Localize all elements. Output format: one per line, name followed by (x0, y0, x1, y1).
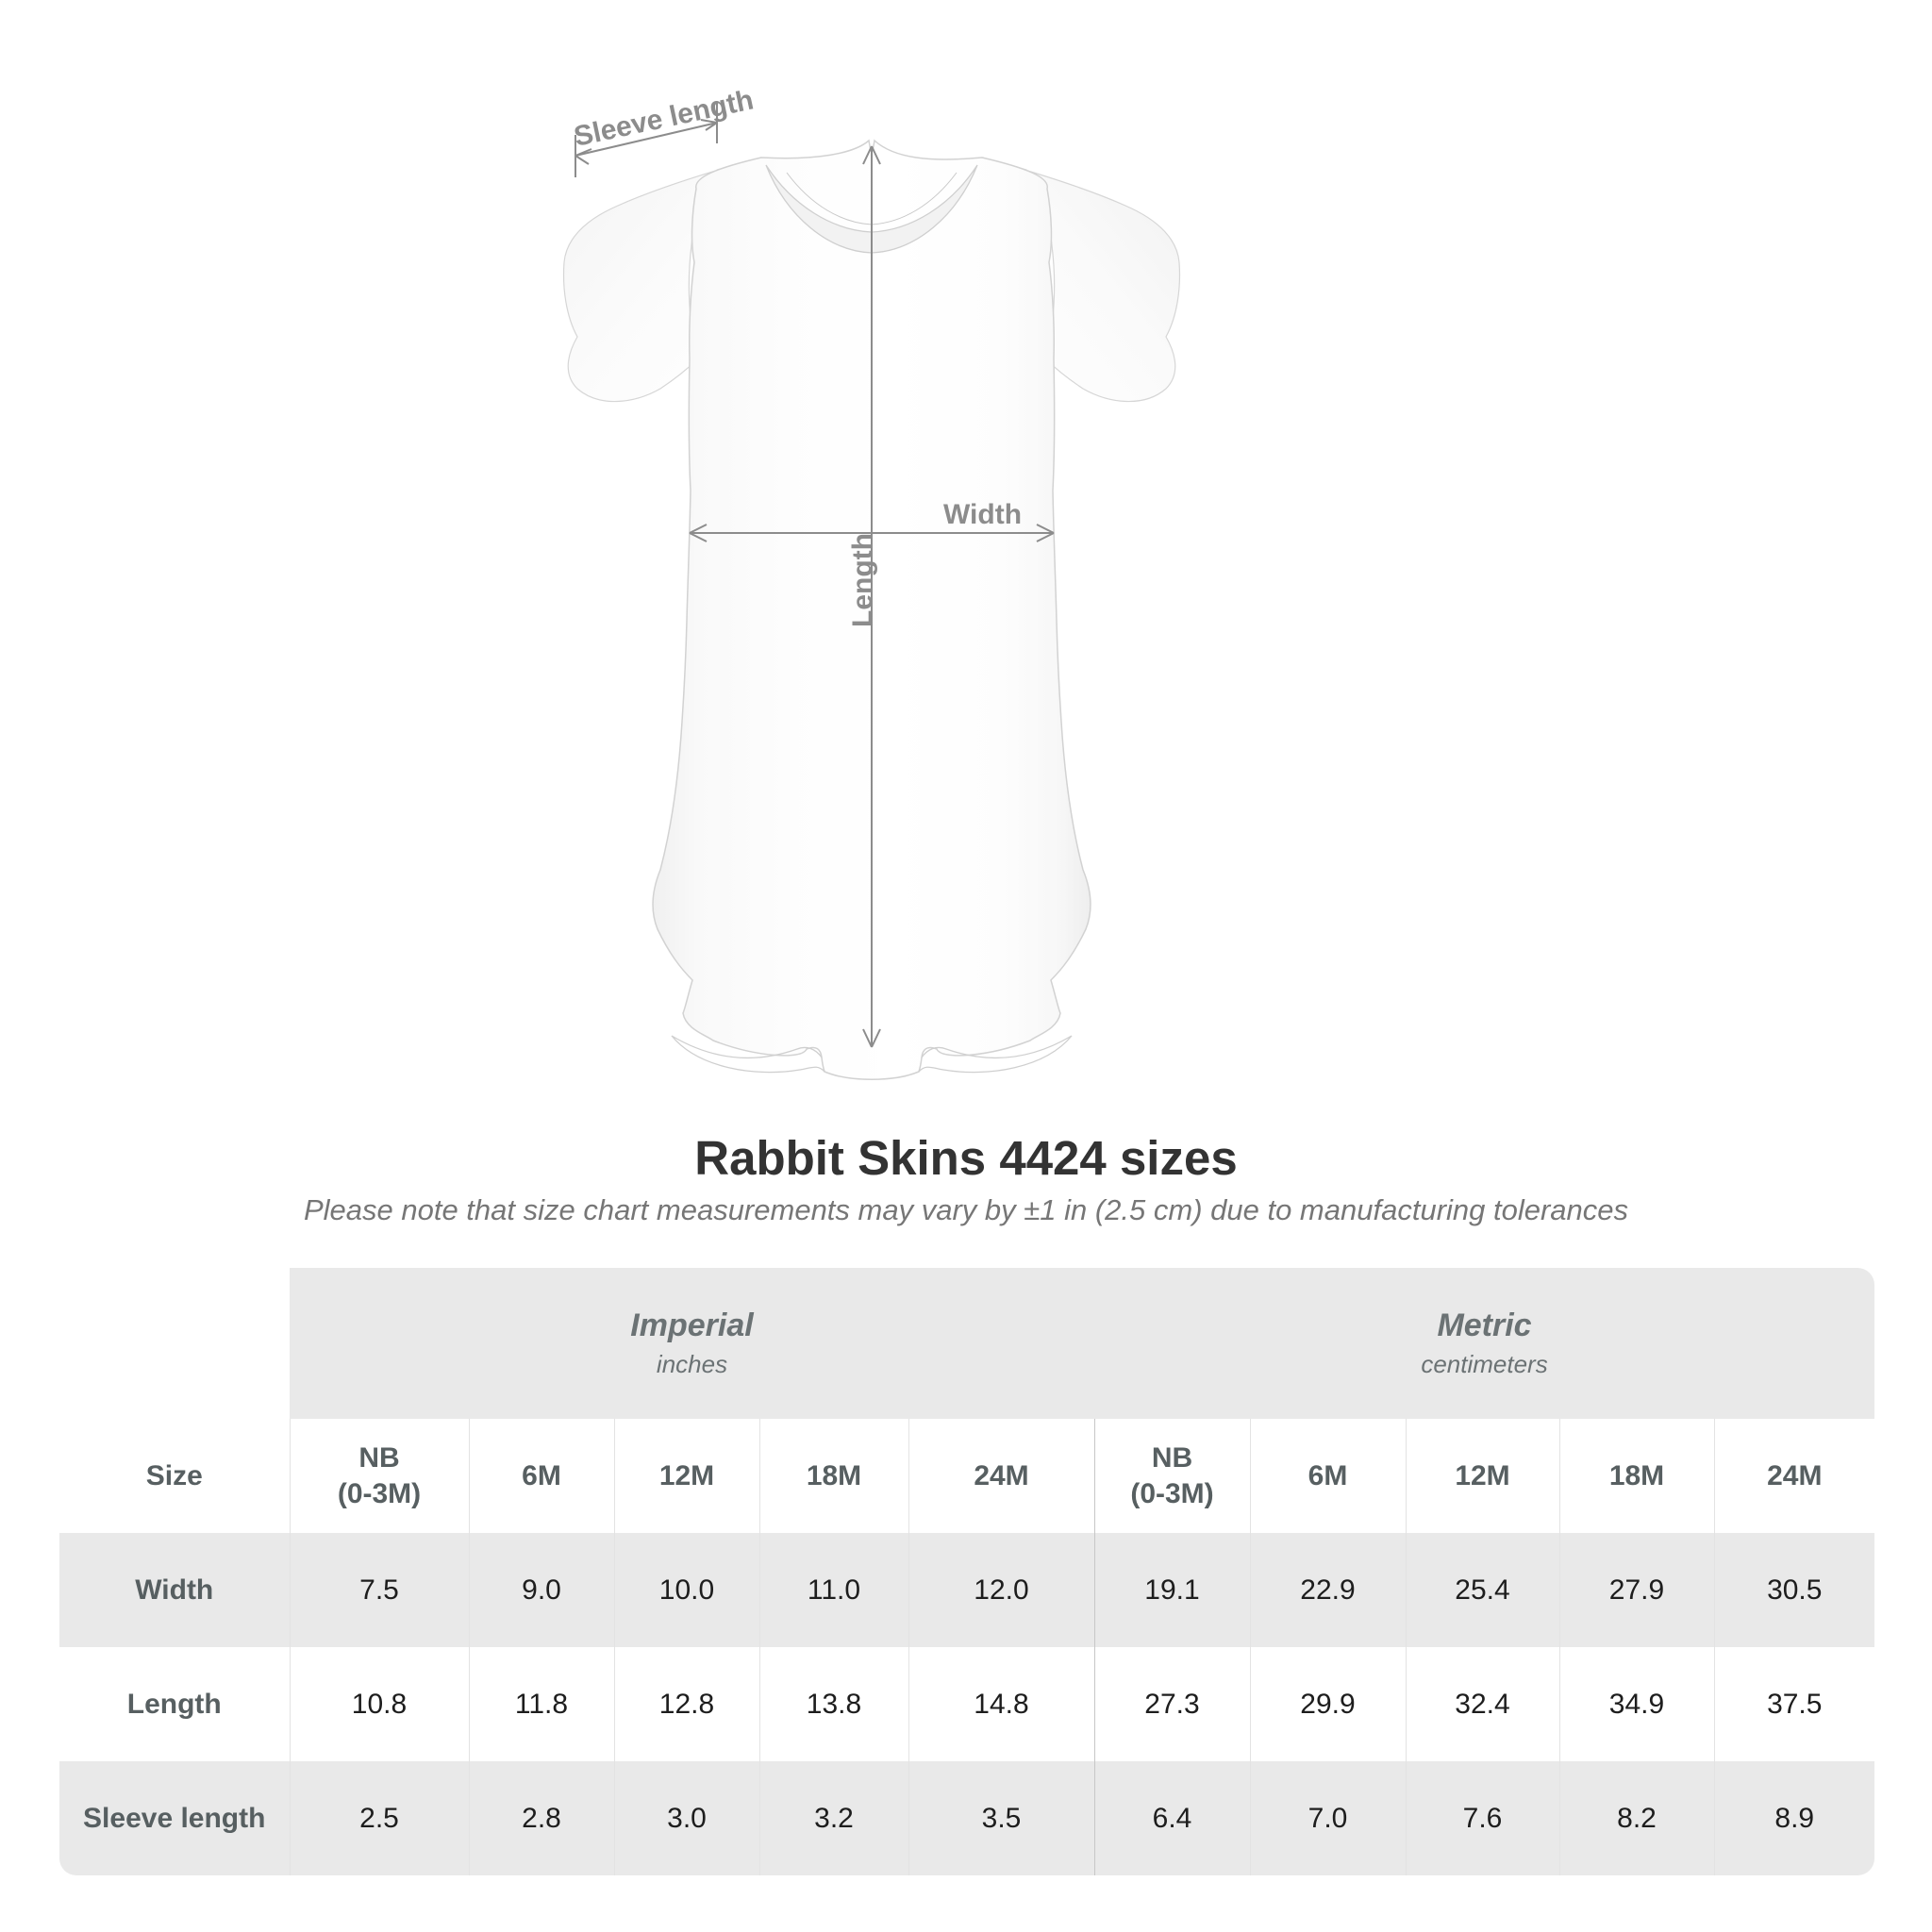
svg-text:Length: Length (847, 533, 878, 627)
svg-text:Width: Width (943, 499, 1022, 530)
svg-text:Sleeve length: Sleeve length (572, 84, 757, 152)
